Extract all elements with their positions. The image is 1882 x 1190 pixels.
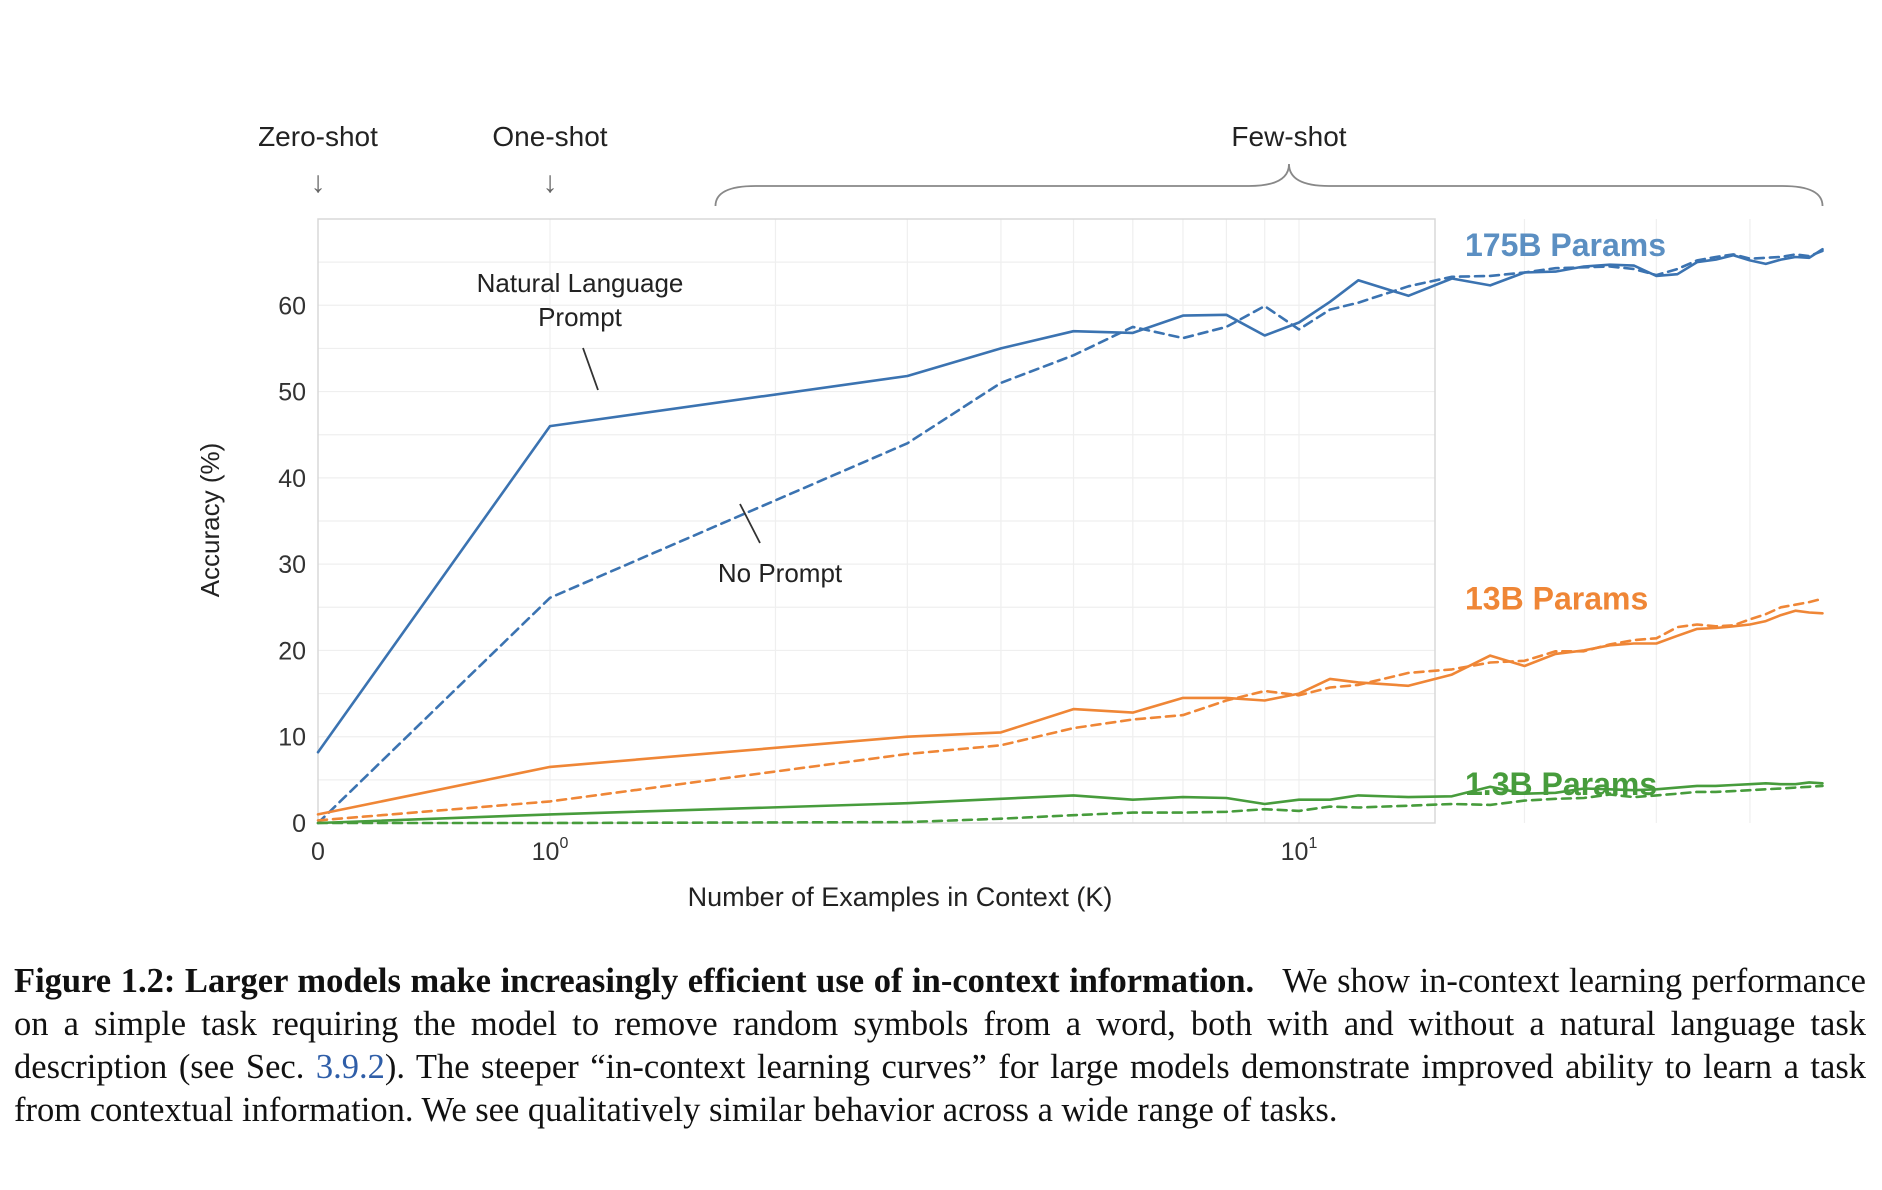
few-shot-brace: [714, 163, 1824, 207]
caption-body-start: We show in-context learning performance …: [14, 962, 1866, 1086]
x-tick-label: 0: [311, 838, 325, 866]
y-tick-label: 0: [292, 810, 306, 838]
annotation-natural-language-prompt: Natural Language: [477, 268, 684, 298]
x-tick-label: 100: [532, 835, 569, 866]
chart-grid: [318, 219, 1751, 823]
x-axis-label: Number of Examples in Context (K): [688, 882, 1113, 912]
annotation-pointer: [739, 503, 761, 544]
series-line-13b-natural-language-prompt: [316, 609, 1824, 816]
annotation-natural-language-prompt: Prompt: [538, 302, 623, 332]
region-label: Zero-shot: [258, 121, 378, 152]
y-tick-label: 30: [278, 551, 306, 579]
region-label: Few-shot: [1231, 121, 1346, 152]
series-labels: 175B Params 13B Params 1.3B Params: [1465, 227, 1666, 802]
annotation-no-prompt: No Prompt: [718, 558, 843, 588]
annotation-pointer: [582, 347, 599, 391]
chart-axes: 0 10 20 30 40 50 60 0 100 101 Number of Examples i…: [195, 292, 1317, 912]
chart-series-group: [316, 247, 1824, 825]
y-tick-label: 10: [278, 724, 306, 752]
series-group-label: 175B Params: [1465, 227, 1666, 263]
section-link[interactable]: 3.9.2: [315, 1048, 385, 1086]
caption-body-end: ). The steeper “in-context learning curv…: [14, 1048, 1866, 1129]
y-axis-label: Accuracy (%): [195, 443, 225, 598]
series-line-1-3b-no-prompt: [316, 784, 1824, 825]
figure-caption: Figure 1.2: Larger models make increasin…: [14, 960, 1866, 1132]
series-group-label: 1.3B Params: [1465, 766, 1657, 802]
y-tick-label: 50: [278, 379, 306, 407]
region-arrow: ↓: [543, 166, 558, 199]
y-tick-label: 40: [278, 465, 306, 493]
figure-chart: 0 10 20 30 40 50 60 0 100 101 Number of Examples i…: [195, 121, 1824, 912]
y-tick-label: 20: [278, 637, 306, 665]
caption-title: Figure 1.2: Larger models make increasin…: [14, 962, 1255, 1000]
region-arrow: ↓: [311, 166, 326, 199]
chart-annotations: Natural Language Prompt No Prompt: [477, 268, 843, 588]
y-tick-label: 60: [278, 292, 306, 320]
x-tick-label: 101: [1281, 835, 1318, 866]
shot-regions: Zero-shot ↓ One-shot ↓ Few-shot: [258, 121, 1824, 207]
series-line-175b-no-prompt: [316, 249, 1824, 825]
series-group-label: 13B Params: [1465, 581, 1648, 617]
series-line-1-3b-natural-language-prompt: [316, 781, 1824, 825]
series-line-13b-no-prompt: [316, 597, 1824, 822]
region-label: One-shot: [492, 121, 607, 152]
